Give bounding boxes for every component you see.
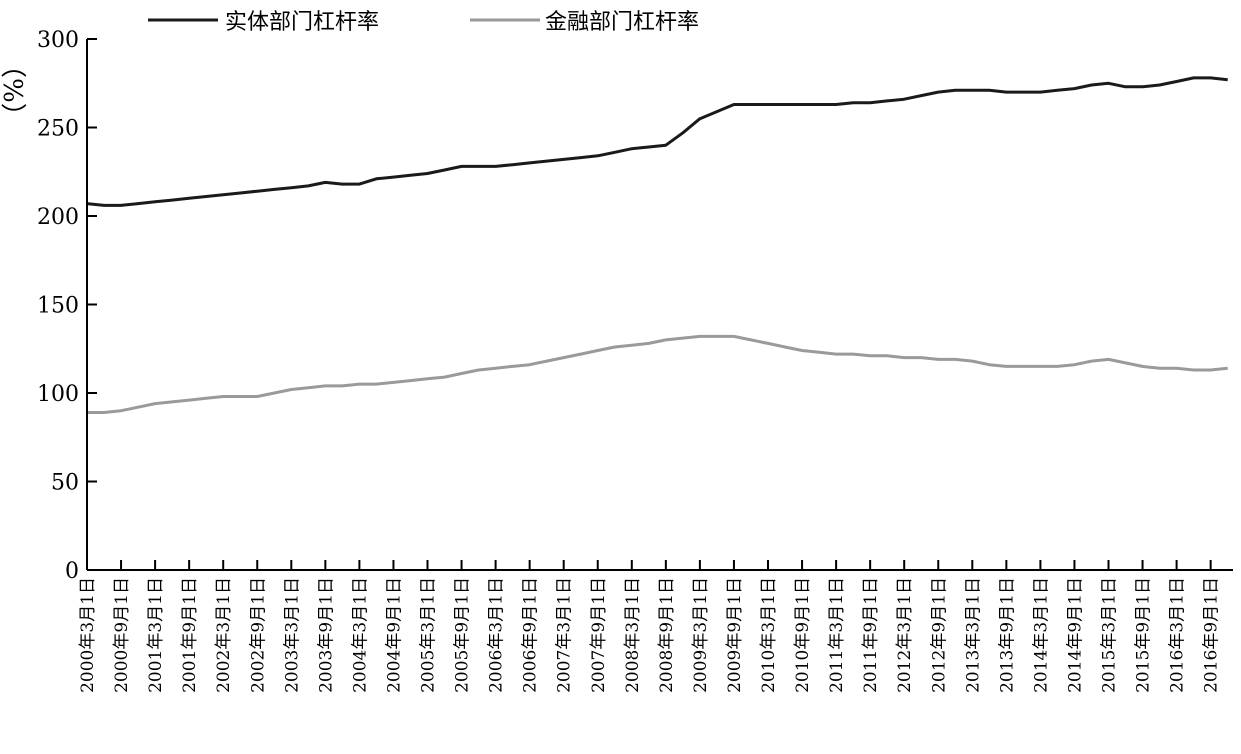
x-tick-label: 2007年3月1日 <box>555 577 575 693</box>
x-tick-label: 2010年3月1日 <box>759 577 779 693</box>
x-tick-label: 2012年9月1日 <box>929 577 949 693</box>
y-tick-label: 100 <box>37 382 79 407</box>
y-tick-label: 0 <box>65 559 79 584</box>
y-tick-label: 50 <box>51 471 79 496</box>
x-tick-label: 2016年9月1日 <box>1202 577 1222 693</box>
x-tick-label: 2014年3月1日 <box>1031 577 1051 693</box>
x-tick-label: 2006年3月1日 <box>487 577 507 693</box>
series-line-financial-sector <box>87 334 1228 414</box>
y-axis-ticks: 0 50 100 150 200 250 300 <box>37 28 97 584</box>
x-tick-label: 2003年9月1日 <box>316 577 336 693</box>
x-tick-label: 2011年9月1日 <box>861 577 881 693</box>
x-tick-label: 2006年9月1日 <box>521 577 541 693</box>
x-tick-label: 2012年3月1日 <box>895 577 915 693</box>
x-tick-label: 2000年3月1日 <box>78 577 98 693</box>
x-tick-label: 2011年3月1日 <box>827 577 847 693</box>
series-lines <box>86 76 1228 414</box>
x-tick-label: 2004年3月1日 <box>350 577 370 693</box>
x-tick-label: 2016年3月1日 <box>1168 577 1188 693</box>
legend: 实体部门杠杆率 金融部门杠杆率 <box>148 10 699 35</box>
legend-label-financial: 金融部门杠杆率 <box>545 10 699 35</box>
x-tick-label: 2015年9月1日 <box>1134 577 1154 693</box>
x-tick-label: 2010年9月1日 <box>793 577 813 693</box>
x-tick-label: 2015年3月1日 <box>1100 577 1120 693</box>
x-tick-label: 2001年3月1日 <box>146 577 166 693</box>
y-tick-label: 200 <box>37 205 79 230</box>
x-tick-label: 2007年9月1日 <box>589 577 609 693</box>
y-axis-label: （%） <box>0 52 27 129</box>
x-tick-label: 2008年9月1日 <box>657 577 677 693</box>
x-tick-label: 2013年9月1日 <box>997 577 1017 693</box>
x-tick-label: 2013年3月1日 <box>963 577 983 693</box>
y-tick-label: 150 <box>37 294 79 319</box>
x-tick-label: 2004年9月1日 <box>384 577 404 693</box>
x-tick-label: 2014年9月1日 <box>1065 577 1085 693</box>
series-line-real-sector <box>86 76 1228 207</box>
x-tick-label: 2005年9月1日 <box>453 577 473 693</box>
y-tick-label: 250 <box>37 117 79 142</box>
x-tick-label: 2009年3月1日 <box>691 577 711 693</box>
x-tick-label: 2000年9月1日 <box>112 577 132 693</box>
x-tick-label: 2008年3月1日 <box>623 577 643 693</box>
x-tick-label: 2001年9月1日 <box>180 577 200 693</box>
y-tick-label: 300 <box>37 28 79 53</box>
x-tick-label: 2005年3月1日 <box>419 577 439 693</box>
x-axis-ticks: 2000年3月1日 2000年9月1日 2001年3月1日 2001年9月1日 2002… <box>78 560 1222 693</box>
x-tick-label: 2002年9月1日 <box>248 577 268 693</box>
legend-label-real: 实体部门杠杆率 <box>225 10 379 35</box>
x-tick-label: 2009年9月1日 <box>725 577 745 693</box>
x-tick-label: 2002年3月1日 <box>214 577 234 693</box>
x-tick-label: 2003年3月1日 <box>282 577 302 693</box>
